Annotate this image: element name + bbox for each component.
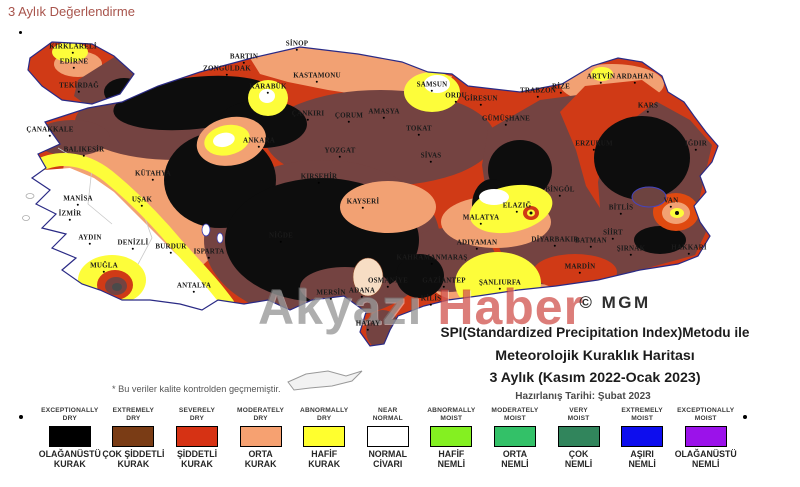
legend-label-tr: ORTA NEMLİ xyxy=(501,449,529,470)
akyazi-haber-watermark: Akyazı Haber xyxy=(258,278,584,336)
legend-label-tr: ŞİDDETLİ KURAK xyxy=(176,449,218,470)
drought-legend: EXCEPTIONALLY DRY OLAĞANÜSTÜ KURAK EXTREMELY… xyxy=(38,407,738,469)
legend-label-en: NEAR NORMAL xyxy=(372,407,403,422)
legend-right-dot xyxy=(743,415,747,419)
legend-label-en: MODERATELY MOIST xyxy=(491,407,539,422)
map-prepared-date: Hazırlanış Tarihi: Şubat 2023 xyxy=(515,391,651,402)
legend-label-tr: NORMAL CİVARI xyxy=(368,449,408,470)
legend-color-swatch xyxy=(430,426,473,447)
legend-left-dot xyxy=(19,415,23,419)
mgm-copyright: © MGM xyxy=(579,293,651,312)
legend-label-en: ABNORMALLY MOIST xyxy=(427,407,476,422)
watermark-part1: Akyazı xyxy=(258,279,423,335)
legend-label-tr: HAFİF NEMLİ xyxy=(437,449,466,470)
legend-color-swatch xyxy=(239,426,282,447)
legend-item: SEVERELY DRY ŞİDDETLİ KURAK xyxy=(165,407,229,469)
legend-color-swatch xyxy=(112,426,155,447)
map-title-line1: SPI(Standardized Precipitation Index)Met… xyxy=(440,325,750,340)
legend-item: MODERATELY MOIST ORTA NEMLİ xyxy=(483,407,547,469)
map-title-line3: 3 Aylık (Kasım 2022-Ocak 2023) xyxy=(489,370,701,386)
legend-color-swatch xyxy=(557,426,600,447)
quality-note: * Bu veriler kalite kontrolden geçmemişt… xyxy=(112,384,281,394)
legend-label-tr: ORTA KURAK xyxy=(244,449,277,470)
decor-dot xyxy=(19,31,22,34)
legend-label-tr: ÇOK ŞİDDETLİ KURAK xyxy=(102,449,165,470)
legend-item: ABNORMALLY MOIST HAFİF NEMLİ xyxy=(420,407,484,469)
watermark-part2: Haber xyxy=(422,279,585,335)
legend-label-tr: OLAĞANÜSTÜ NEMLİ xyxy=(674,449,737,470)
legend-item: VERY MOIST ÇOK NEMLİ xyxy=(547,407,611,469)
legend-label-tr: OLAĞANÜSTÜ KURAK xyxy=(38,449,101,470)
cyprus-outline xyxy=(287,370,363,391)
legend-label-en: EXTREMELY MOIST xyxy=(621,407,663,422)
legend-color-swatch xyxy=(684,426,727,447)
legend-color-swatch xyxy=(303,426,346,447)
page-title: 3 Aylık Değerlendirme xyxy=(8,4,135,19)
legend-item: EXTREMELY DRY ÇOK ŞİDDETLİ KURAK xyxy=(102,407,166,469)
legend-label-tr: ÇOK NEMLİ xyxy=(564,449,593,470)
legend-color-swatch xyxy=(175,426,218,447)
anatolia-region xyxy=(32,47,718,346)
thrace-coastline xyxy=(27,41,135,105)
legend-item: NEAR NORMAL NORMAL CİVARI xyxy=(356,407,420,469)
legend-item: EXTREMELY MOIST AŞIRI NEMLİ xyxy=(610,407,674,469)
legend-label-en: VERY MOIST xyxy=(567,407,590,422)
legend-item: EXCEPTIONALLY MOIST OLAĞANÜSTÜ NEMLİ xyxy=(674,407,738,469)
legend-color-swatch xyxy=(48,426,91,447)
legend-label-en: EXCEPTIONALLY DRY xyxy=(41,407,99,422)
legend-label-en: EXCEPTIONALLY MOIST xyxy=(677,407,735,422)
legend-color-swatch xyxy=(621,426,664,447)
anatolia-coastline xyxy=(30,46,719,347)
legend-label-tr: HAFİF KURAK xyxy=(308,449,341,470)
legend-color-swatch xyxy=(493,426,536,447)
legend-item: ABNORMALLY DRY HAFİF KURAK xyxy=(292,407,356,469)
legend-label-en: SEVERELY DRY xyxy=(178,407,216,422)
legend-label-en: MODERATELY DRY xyxy=(237,407,285,422)
legend-label-tr: AŞIRI NEMLİ xyxy=(628,449,656,470)
legend-label-en: ABNORMALLY DRY xyxy=(300,407,349,422)
legend-item: EXCEPTIONALLY DRY OLAĞANÜSTÜ KURAK xyxy=(38,407,102,469)
legend-label-en: EXTREMELY DRY xyxy=(112,407,155,422)
legend-item: MODERATELY DRY ORTA KURAK xyxy=(229,407,293,469)
legend-color-swatch xyxy=(366,426,409,447)
map-title-line2: Meteorolojik Kuraklık Haritası xyxy=(495,348,695,364)
